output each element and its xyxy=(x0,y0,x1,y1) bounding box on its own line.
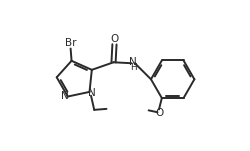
Text: Br: Br xyxy=(65,38,76,48)
Text: N: N xyxy=(60,91,68,101)
Text: N: N xyxy=(128,57,136,67)
Text: O: O xyxy=(110,34,118,44)
Text: H: H xyxy=(129,63,136,72)
Text: O: O xyxy=(154,108,162,118)
Text: N: N xyxy=(88,88,96,98)
